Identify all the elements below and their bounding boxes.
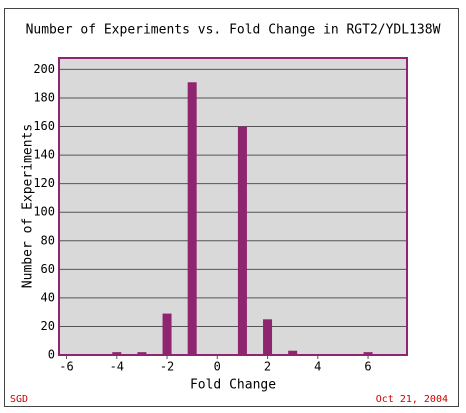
date: Oct 21, 2004 [376, 394, 448, 405]
plot-area [59, 58, 407, 355]
bar [237, 126, 247, 356]
y-axis-label: Number of Experiments [21, 124, 36, 288]
bar [112, 352, 122, 355]
bar [187, 82, 197, 355]
x-tick-label: 4 [314, 360, 321, 374]
y-tick-label: 200 [33, 62, 55, 76]
y-tick-label: 120 [33, 176, 55, 190]
y-tick-label: 60 [41, 262, 55, 276]
y-tick-label: 160 [33, 119, 55, 133]
bar [263, 319, 273, 355]
y-tick-label: 80 [41, 233, 55, 247]
plot-border [58, 57, 408, 356]
chart-title: Number of Experiments vs. Fold Change in… [26, 23, 441, 38]
y-tick-label: 20 [41, 319, 55, 333]
plot-layer: 0 20 40 60 80 100 120 140 160 180 200 -6 -4 -2 0 2 4 6 [33, 62, 407, 374]
bar [363, 352, 373, 355]
x-tick-label: -6 [59, 360, 73, 374]
bar [137, 352, 147, 355]
y-tick-label: 140 [33, 148, 55, 162]
x-axis-label: Fold Change [190, 378, 276, 393]
bar [162, 313, 172, 355]
source: SGD [10, 394, 28, 405]
x-tick-label: 2 [264, 360, 271, 374]
bar [288, 350, 298, 355]
x-tick-label: -4 [110, 360, 124, 374]
y-tick-label: 180 [33, 90, 55, 104]
y-tick-label: 40 [41, 290, 55, 304]
x-tick-label: -2 [160, 360, 174, 374]
x-tick-label: 6 [364, 360, 371, 374]
y-tick-label: 0 [48, 348, 55, 362]
x-tick-label: 0 [214, 360, 221, 374]
y-tick-label: 100 [33, 205, 55, 219]
